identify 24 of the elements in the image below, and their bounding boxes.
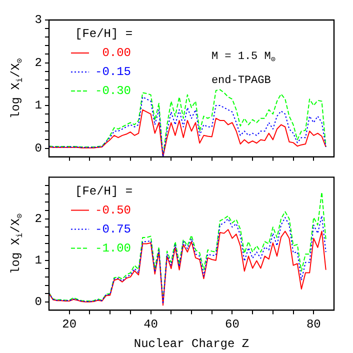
legend-title: [Fe/H] =: [75, 184, 133, 198]
legend-label: 0.00: [102, 46, 132, 60]
y-tick-label: 1: [34, 98, 42, 113]
y-axis-title: log Xi/X⊙: [9, 58, 25, 119]
y-tick-label: 0: [34, 295, 42, 310]
y-axis-title: log Xi/X⊙: [9, 213, 25, 274]
y-tick-label: 0: [34, 141, 42, 156]
legend-label: -0.15: [94, 65, 132, 80]
x-axis-title: Nuclear Charge Z: [134, 336, 250, 351]
x-tick-label: 80: [306, 318, 321, 332]
legend-title: [Fe/H] =: [75, 27, 133, 42]
x-tick-label: 20: [62, 318, 77, 332]
x-tick-label: 40: [144, 318, 158, 332]
x-tick-label: 60: [225, 318, 240, 332]
legend-label: -0.50: [94, 203, 132, 218]
y-tick-label: 2: [34, 212, 42, 226]
line-series: [49, 215, 326, 304]
y-tick-label: 1: [34, 253, 42, 268]
y-tick-label: 3: [34, 13, 42, 28]
y-tick-label: 2: [34, 56, 42, 70]
legend-label: -1.00: [94, 241, 132, 256]
annotation: end-TPAGB: [211, 74, 272, 87]
legend-label: -0.75: [94, 222, 132, 236]
legend-label: -0.30: [94, 84, 132, 98]
